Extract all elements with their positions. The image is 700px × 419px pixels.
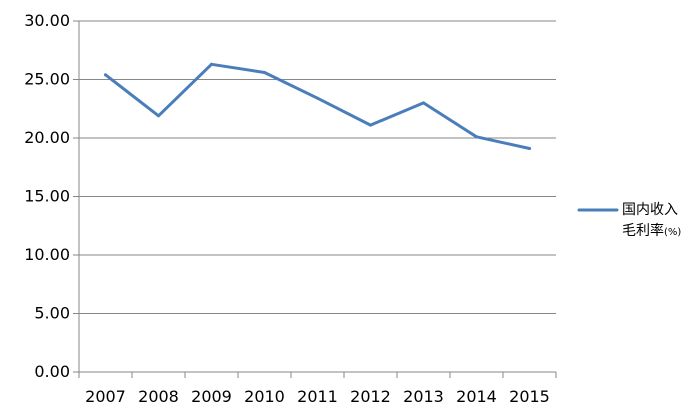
y-tick-label: 15.00 bbox=[24, 187, 70, 206]
y-tick-labels: 0.00 5.00 10.00 15.00 20.00 25.00 30.00 bbox=[24, 11, 70, 381]
x-tick-label: 2013 bbox=[403, 387, 444, 406]
series-layer bbox=[104, 62, 531, 151]
legend-label-main: 毛利率 bbox=[622, 222, 664, 239]
data-point bbox=[422, 101, 425, 105]
x-tick-label: 2010 bbox=[244, 387, 285, 406]
x-tick-label: 2008 bbox=[138, 387, 179, 406]
x-tick-label: 2014 bbox=[456, 387, 497, 406]
data-point bbox=[263, 70, 266, 74]
gridlines bbox=[79, 20, 556, 314]
x-tick-label: 2012 bbox=[350, 387, 391, 406]
legend-label-unit: (%) bbox=[664, 227, 681, 238]
y-tick-label: 30.00 bbox=[24, 11, 70, 30]
y-tick-label: 25.00 bbox=[24, 70, 70, 89]
x-tick-label: 2011 bbox=[297, 387, 338, 406]
data-point bbox=[528, 147, 531, 151]
data-point bbox=[369, 123, 372, 127]
x-tick-label: 2007 bbox=[85, 387, 126, 406]
y-tick-label: 20.00 bbox=[24, 128, 70, 147]
y-tick-label: 5.00 bbox=[34, 304, 70, 323]
legend: 国内收入 毛利率(%) bbox=[577, 202, 681, 239]
x-tick-label: 2015 bbox=[509, 387, 550, 406]
y-tick-label: 0.00 bbox=[34, 362, 70, 381]
data-point bbox=[104, 73, 107, 77]
y-tick-label: 10.00 bbox=[24, 245, 70, 264]
data-point bbox=[475, 135, 478, 139]
series-line bbox=[104, 62, 531, 150]
axes bbox=[73, 20, 557, 378]
data-point bbox=[157, 114, 160, 118]
legend-label-line2: 毛利率(%) bbox=[622, 222, 681, 239]
legend-label-line1: 国内收入 bbox=[622, 202, 678, 218]
x-tick-labels: 2007 2008 2009 2010 2011 2012 2013 2014 2015 bbox=[85, 387, 550, 406]
x-tick-label: 2009 bbox=[191, 387, 232, 406]
data-point bbox=[210, 62, 213, 66]
data-point bbox=[316, 96, 319, 100]
